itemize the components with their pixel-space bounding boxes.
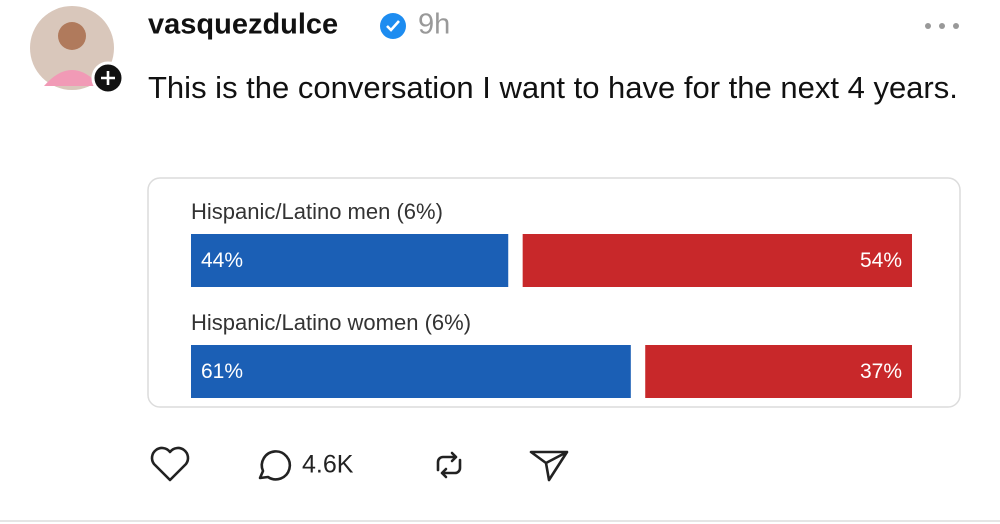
post-text: This is the conversation I want to have … bbox=[148, 70, 958, 105]
bar bbox=[191, 234, 509, 287]
verified-badge bbox=[380, 13, 406, 39]
bar bbox=[191, 345, 631, 398]
follow-plus bbox=[101, 71, 115, 85]
avatar-face bbox=[58, 22, 86, 50]
more-menu[interactable] bbox=[925, 23, 959, 29]
value-label: 44% bbox=[201, 249, 243, 272]
value-label: 61% bbox=[201, 360, 243, 383]
username[interactable]: vasquezdulce bbox=[148, 9, 338, 41]
value-label: 37% bbox=[860, 360, 902, 383]
bar bbox=[645, 345, 912, 398]
repost-button[interactable] bbox=[436, 451, 462, 479]
value-label: 54% bbox=[860, 249, 902, 272]
post-time: 9h bbox=[418, 9, 450, 41]
category-label: Hispanic/Latino women (6%) bbox=[191, 310, 471, 335]
bar bbox=[522, 234, 912, 287]
category-label: Hispanic/Latino men (6%) bbox=[191, 199, 443, 224]
share-button[interactable] bbox=[529, 450, 569, 482]
like-button[interactable] bbox=[150, 446, 190, 482]
reply-button[interactable] bbox=[258, 450, 292, 481]
reply-count: 4.6K bbox=[302, 451, 354, 479]
avatar-body bbox=[44, 70, 100, 86]
